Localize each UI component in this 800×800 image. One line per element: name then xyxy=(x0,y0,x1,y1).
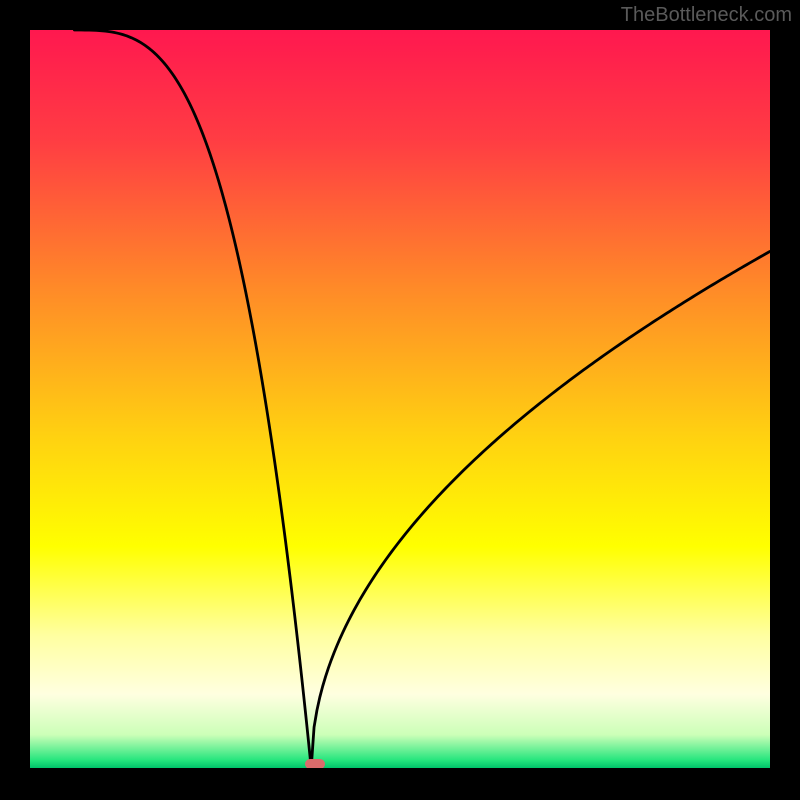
bottleneck-curve xyxy=(74,30,770,768)
minimum-marker xyxy=(305,759,325,768)
plot-area xyxy=(30,30,770,768)
curve-svg xyxy=(30,30,770,768)
watermark-text: TheBottleneck.com xyxy=(621,4,792,27)
